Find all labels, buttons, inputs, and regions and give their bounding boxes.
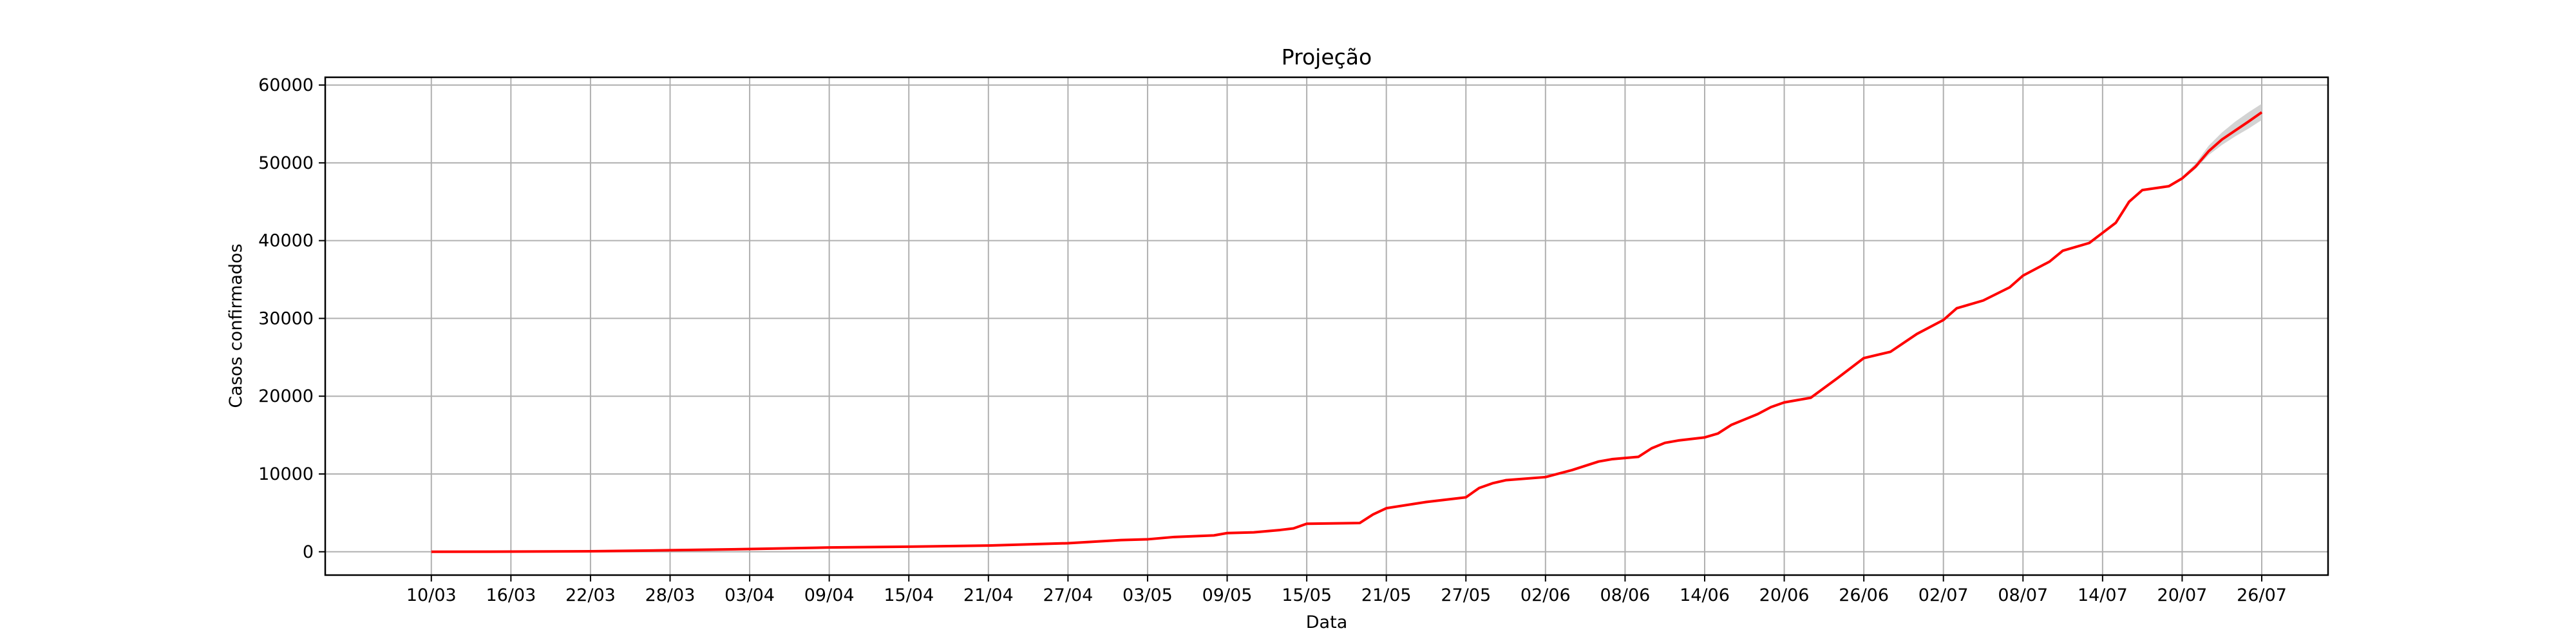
plot-frame (324, 76, 2329, 576)
x-tick-label: 09/04 (804, 585, 855, 605)
x-tick-label: 27/05 (1441, 585, 1491, 605)
x-tick-label: 26/07 (2237, 585, 2287, 605)
y-tick-label: 10000 (258, 464, 314, 484)
y-tick-label: 20000 (258, 386, 314, 406)
x-tick-label: 21/05 (1361, 585, 1412, 605)
x-tick-label: 26/06 (1839, 585, 1889, 605)
x-tick-label: 02/06 (1520, 585, 1571, 605)
x-tick-label: 03/04 (724, 585, 775, 605)
grid-lines (325, 77, 2328, 575)
x-tick-label: 02/07 (1918, 585, 1969, 605)
y-axis: 0 10000 20000 30000 40000 50000 60000 (258, 75, 325, 562)
confirmed-cases-line (431, 111, 2263, 553)
x-tick-label: 09/05 (1202, 585, 1253, 605)
y-tick-label: 60000 (258, 75, 314, 95)
x-tick-label: 15/04 (884, 585, 934, 605)
x-axis-title: Data (1306, 612, 1347, 632)
y-tick-label: 30000 (258, 308, 314, 328)
x-tick-label: 03/05 (1122, 585, 1173, 605)
y-axis-title: Casos confirmados (226, 243, 246, 408)
x-tick-label: 10/03 (406, 585, 457, 605)
x-tick-label: 27/04 (1043, 585, 1093, 605)
y-tick-label: 0 (303, 542, 314, 562)
x-tick-label: 20/06 (1759, 585, 1810, 605)
x-tick-label: 22/03 (565, 585, 616, 605)
x-tick-label: 14/07 (2078, 585, 2128, 605)
y-tick-label: 50000 (258, 153, 314, 173)
series-lines (431, 111, 2263, 553)
chart-title: Projeção (1282, 44, 1372, 70)
x-tick-label: 08/06 (1600, 585, 1651, 605)
y-tick-label: 40000 (258, 231, 314, 251)
x-tick-label: 15/05 (1282, 585, 1332, 605)
x-axis: 10/03 16/03 22/03 28/03 03/04 09/04 15/04 21/04… (406, 575, 2287, 605)
x-tick-label: 14/06 (1680, 585, 1730, 605)
x-tick-label: 20/07 (2157, 585, 2208, 605)
x-tick-label: 08/07 (1998, 585, 2048, 605)
x-tick-label: 28/03 (645, 585, 696, 605)
x-tick-label: 21/04 (963, 585, 1014, 605)
x-tick-label: 16/03 (486, 585, 536, 605)
